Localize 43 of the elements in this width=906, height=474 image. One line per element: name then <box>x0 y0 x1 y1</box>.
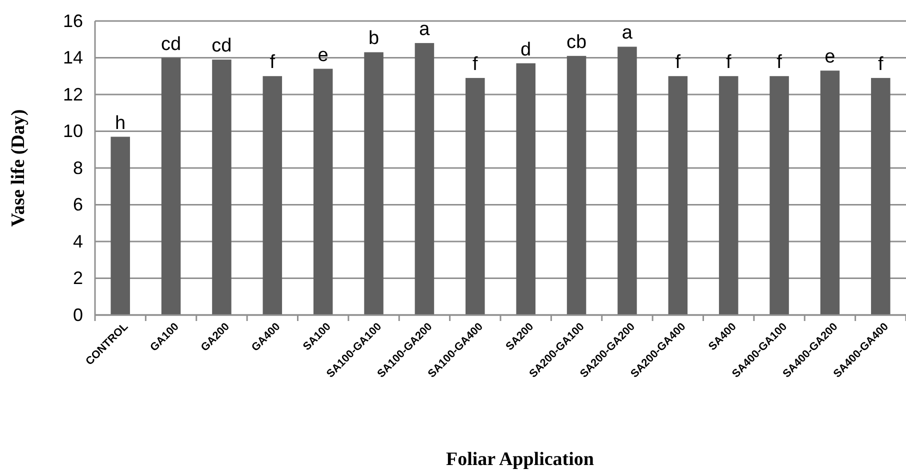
bar <box>871 78 890 315</box>
y-tick-label: 8 <box>72 158 83 178</box>
annotation: f <box>675 52 682 74</box>
annotation: d <box>520 39 532 60</box>
annotation: a <box>622 22 633 44</box>
bar <box>516 63 536 315</box>
bar <box>668 76 688 315</box>
y-tick-label: 6 <box>72 194 83 215</box>
y-axis-title: Vase life (Day) <box>8 109 29 227</box>
annotation: f <box>472 54 479 75</box>
bar <box>770 76 789 315</box>
annotation: f <box>878 54 884 75</box>
y-tick-label: 0 <box>72 304 83 325</box>
bar <box>161 58 181 315</box>
bar <box>566 56 586 315</box>
y-tick-label: 10 <box>62 121 83 142</box>
bar <box>414 43 434 315</box>
bar <box>110 136 130 315</box>
y-tick-label: 12 <box>62 84 83 104</box>
bar <box>718 76 738 315</box>
y-tick-label: 4 <box>72 231 83 252</box>
y-tick-label: 14 <box>62 48 83 68</box>
annotation: f <box>726 52 732 74</box>
bar <box>618 46 637 315</box>
y-tick-label: 2 <box>72 268 83 288</box>
annotation: a <box>419 19 430 40</box>
bar <box>313 68 333 315</box>
annotation: f <box>776 52 783 74</box>
bar <box>364 52 384 315</box>
annotation: cb <box>566 32 587 53</box>
annotation: cd <box>160 34 182 55</box>
annotation: f <box>270 52 276 74</box>
annotation: e <box>318 44 328 66</box>
bar <box>212 60 232 315</box>
bar <box>820 70 840 315</box>
annotation: b <box>368 28 380 50</box>
bar <box>262 76 282 315</box>
annotation: e <box>824 46 836 68</box>
y-tick-label: 16 <box>62 10 83 31</box>
x-axis-title: Foliar Application <box>446 449 594 470</box>
annotation: h <box>115 112 126 134</box>
bar <box>466 78 485 315</box>
annotation: cd <box>212 36 232 57</box>
